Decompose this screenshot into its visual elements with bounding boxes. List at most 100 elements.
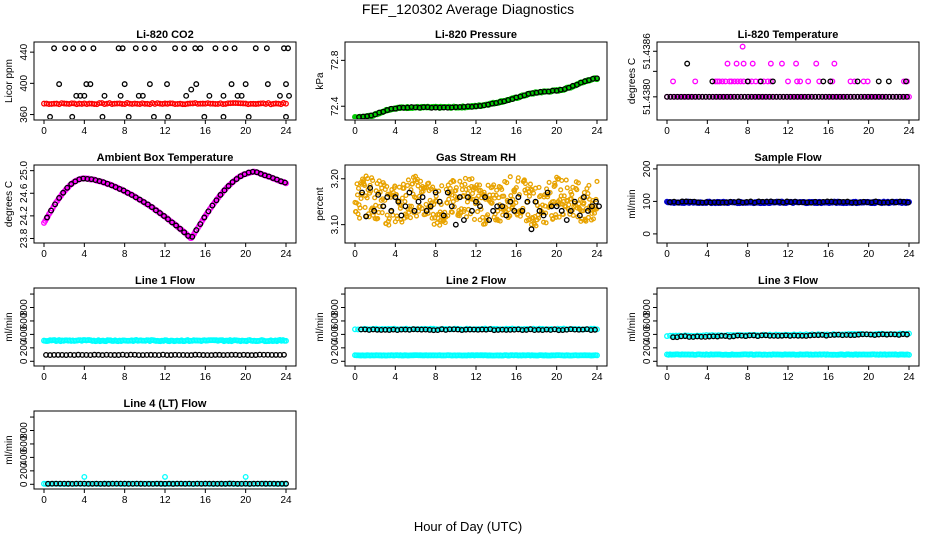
x-tick-label: 16 xyxy=(823,249,835,260)
data-point xyxy=(47,113,53,119)
data-point xyxy=(745,93,752,100)
data-point xyxy=(794,78,801,85)
data-point xyxy=(559,177,565,184)
data-point xyxy=(177,225,184,232)
y-axis-label: percent xyxy=(315,187,326,221)
x-tick-label: 24 xyxy=(903,126,915,137)
data-point xyxy=(889,93,896,100)
y-tick-label: 0 xyxy=(19,358,30,364)
data-point xyxy=(692,93,699,100)
data-point xyxy=(359,189,366,196)
data-point xyxy=(720,93,727,100)
data-point xyxy=(406,209,412,215)
data-point xyxy=(51,45,58,52)
data-point xyxy=(201,113,208,119)
data-point xyxy=(209,202,216,209)
data-point xyxy=(395,198,402,205)
data-point xyxy=(773,93,780,100)
data-point xyxy=(436,198,443,205)
data-point xyxy=(670,78,676,85)
x-tick-label: 16 xyxy=(511,372,523,383)
data-point xyxy=(48,207,55,214)
data-point xyxy=(906,93,912,100)
y-tick-label: 600 xyxy=(19,312,30,329)
x-tick-label: 24 xyxy=(591,126,603,137)
data-point xyxy=(152,207,159,214)
data-point xyxy=(285,45,291,52)
data-point xyxy=(797,78,804,85)
y-tick-label: 3.10 xyxy=(330,214,341,234)
panel-title: Sample Flow xyxy=(754,152,822,164)
data-point xyxy=(150,113,157,119)
x-tick-label: 24 xyxy=(591,249,603,260)
data-point xyxy=(392,183,398,189)
data-point xyxy=(553,214,559,220)
y-tick-label: 24.2 xyxy=(19,206,30,226)
data-point xyxy=(451,178,457,185)
data-point xyxy=(391,325,398,332)
data-point xyxy=(447,185,453,192)
data-point xyxy=(553,212,559,218)
data-point xyxy=(68,181,75,187)
data-point xyxy=(851,93,857,100)
x-tick-label: 0 xyxy=(664,249,670,260)
x-tick-label: 12 xyxy=(782,249,794,260)
data-point xyxy=(536,325,543,332)
x-tick-label: 4 xyxy=(705,372,711,383)
data-point xyxy=(499,203,506,210)
x-tick-label: 12 xyxy=(159,372,171,383)
y-tick-label: 0 xyxy=(642,358,653,364)
data-point xyxy=(407,215,414,221)
series-pressure-black xyxy=(356,75,600,119)
data-point xyxy=(591,325,597,332)
data-point xyxy=(458,206,464,212)
x-tick-label: 24 xyxy=(903,372,915,383)
x-tick-label: 12 xyxy=(782,126,794,137)
x-tick-label: 20 xyxy=(863,249,875,260)
data-point xyxy=(695,93,702,100)
data-point xyxy=(419,205,425,211)
data-point xyxy=(283,81,289,88)
data-point xyxy=(535,215,542,221)
data-point xyxy=(485,182,491,188)
data-point xyxy=(352,326,358,333)
data-point xyxy=(585,214,591,221)
data-point xyxy=(563,177,569,183)
x-tick-label: 0 xyxy=(41,126,47,137)
series-line-3-black xyxy=(670,331,910,341)
data-point xyxy=(592,326,598,333)
data-point xyxy=(220,92,227,99)
x-tick-label: 8 xyxy=(433,126,439,137)
data-point xyxy=(212,45,219,52)
data-point xyxy=(540,212,547,219)
data-point xyxy=(568,196,574,202)
data-point xyxy=(590,216,597,222)
data-point xyxy=(820,78,827,85)
y-tick-label: 3.20 xyxy=(330,169,341,189)
data-point xyxy=(780,93,787,100)
x-tick-label: 20 xyxy=(240,249,252,260)
data-point xyxy=(779,60,785,67)
data-point xyxy=(511,189,517,195)
main-title: FEF_120302 Average Diagnostics xyxy=(362,1,574,17)
data-point xyxy=(81,92,88,99)
data-point xyxy=(386,216,392,222)
data-point xyxy=(56,194,63,201)
data-point xyxy=(384,194,391,201)
data-point xyxy=(401,185,407,191)
data-point xyxy=(744,78,751,85)
data-point xyxy=(440,212,447,219)
data-point xyxy=(148,204,155,211)
panel-title: Line 2 Flow xyxy=(446,275,506,287)
data-point xyxy=(201,214,208,221)
data-point xyxy=(161,213,167,219)
data-point xyxy=(864,78,871,85)
plot-frame xyxy=(33,41,297,121)
x-tick-label: 16 xyxy=(200,372,212,383)
data-point xyxy=(172,45,179,52)
data-point xyxy=(448,203,455,210)
x-tick-label: 0 xyxy=(41,249,47,260)
plot-area xyxy=(41,473,289,487)
data-point xyxy=(544,189,551,196)
data-point xyxy=(444,189,451,196)
